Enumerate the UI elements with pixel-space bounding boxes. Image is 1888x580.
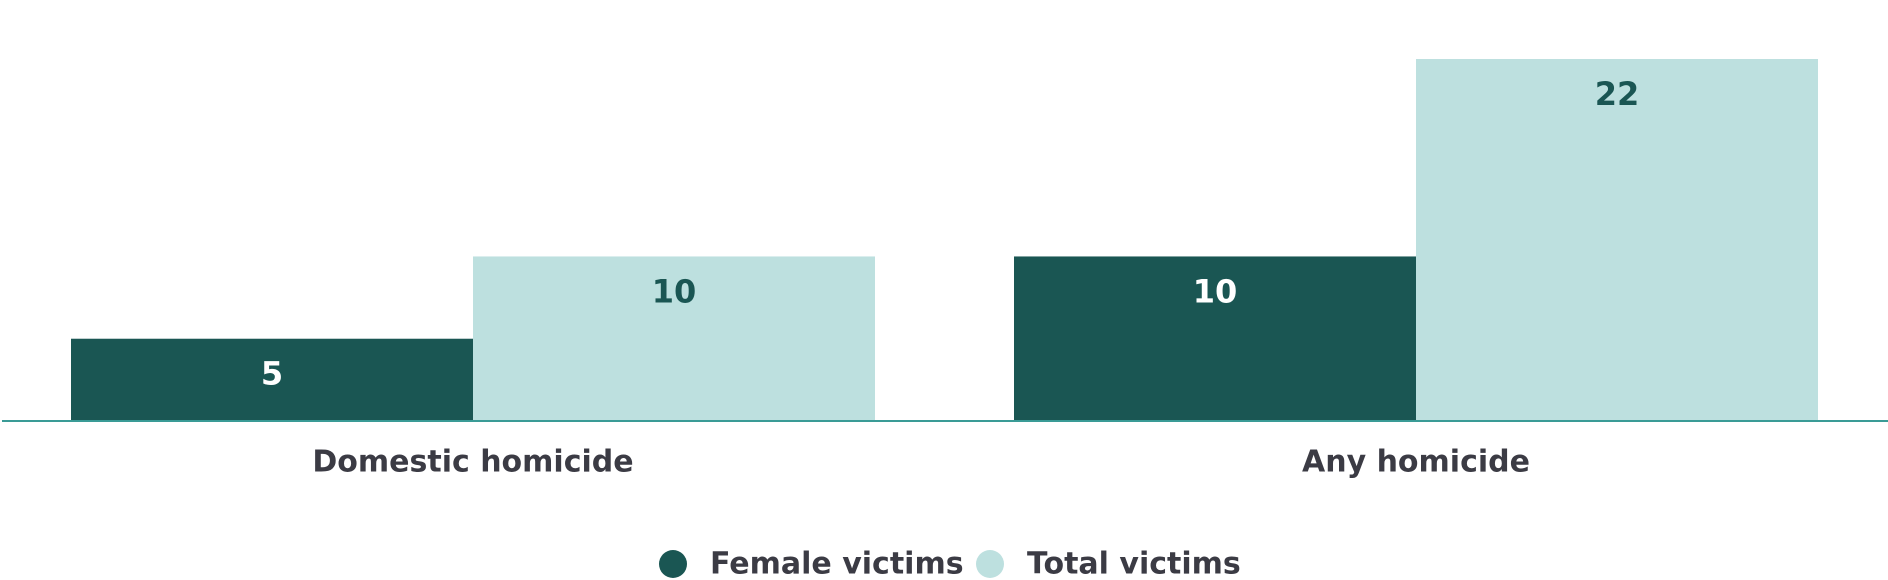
- bar: [473, 256, 875, 421]
- data-label: 5: [261, 355, 283, 393]
- legend-label: Total victims: [1027, 547, 1241, 580]
- bar: [71, 338, 473, 421]
- data-label: 10: [652, 272, 697, 310]
- x-tick-label: Domestic homicide: [312, 445, 633, 480]
- legend-marker: [976, 550, 1004, 578]
- legend-label: Female victims: [710, 547, 964, 580]
- data-label: 22: [1595, 75, 1640, 113]
- data-label: 10: [1193, 272, 1238, 310]
- bar: [1014, 256, 1416, 421]
- legend-marker: [659, 550, 687, 578]
- x-tick-label: Any homicide: [1302, 445, 1530, 480]
- bar: [1416, 59, 1818, 421]
